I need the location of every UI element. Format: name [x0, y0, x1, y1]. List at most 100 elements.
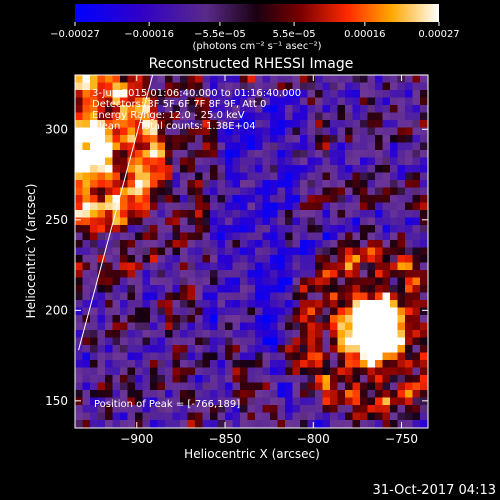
heatmap-cell: [187, 75, 196, 83]
heatmap-cell: [225, 345, 233, 353]
heatmap-cell: [345, 232, 353, 241]
heatmap-cell: [322, 112, 331, 121]
heatmap-cell: [405, 262, 413, 271]
heatmap-cell: [360, 300, 368, 308]
heatmap-cell: [247, 120, 256, 128]
heatmap-cell: [292, 315, 301, 323]
heatmap-cell: [412, 315, 421, 323]
heatmap-cell: [127, 180, 136, 188]
heatmap-cell: [82, 217, 91, 226]
heatmap-cell: [405, 172, 413, 181]
heatmap-cell: [390, 390, 398, 398]
heatmap-cell: [97, 352, 106, 361]
heatmap-cell: [75, 120, 83, 128]
heatmap-cell: [187, 195, 196, 203]
heatmap-cell: [135, 142, 143, 151]
heatmap-cell: [360, 330, 368, 338]
heatmap-cell: [412, 195, 421, 203]
heatmap-cell: [322, 352, 331, 361]
heatmap-cell: [360, 150, 368, 158]
heatmap-cell: [262, 157, 271, 166]
heatmap-cell: [75, 225, 83, 233]
heatmap-cell: [97, 300, 106, 308]
heatmap-cell: [157, 322, 166, 331]
heatmap-cell: [82, 420, 91, 428]
heatmap-cell: [397, 337, 406, 346]
heatmap-cell: [172, 90, 181, 98]
heatmap-cell: [270, 150, 278, 158]
heatmap-cell: [322, 330, 331, 338]
heatmap-cell: [382, 300, 391, 308]
heatmap-cell: [120, 390, 128, 398]
heatmap-cell: [247, 172, 256, 181]
heatmap-cell: [165, 240, 173, 248]
heatmap-cell: [345, 195, 353, 203]
heatmap-cell: [157, 315, 166, 323]
heatmap-cell: [187, 352, 196, 361]
heatmap-cell: [307, 135, 316, 143]
heatmap-cell: [240, 420, 248, 428]
heatmap-cell: [307, 337, 316, 346]
heatmap-cell: [142, 157, 151, 166]
heatmap-cell: [210, 375, 218, 383]
heatmap-cell: [210, 157, 218, 166]
heatmap-cell: [337, 97, 346, 106]
heatmap-cell: [315, 375, 323, 383]
heatmap-cell: [397, 217, 406, 226]
heatmap-cell: [277, 75, 286, 83]
heatmap-cell: [360, 202, 368, 211]
heatmap-cell: [367, 262, 376, 271]
heatmap-cell: [390, 375, 398, 383]
heatmap-cell: [292, 360, 301, 368]
heatmap-cell: [375, 420, 383, 428]
heatmap-cell: [330, 367, 338, 376]
heatmap-cell: [217, 255, 226, 263]
heatmap-cell: [142, 150, 151, 158]
heatmap-cell: [135, 225, 143, 233]
heatmap-cell: [217, 262, 226, 271]
heatmap-cell: [180, 195, 188, 203]
heatmap-cell: [82, 112, 91, 121]
heatmap-cell: [390, 105, 398, 113]
heatmap-cell: [382, 142, 391, 151]
heatmap-cell: [135, 390, 143, 398]
heatmap-cell: [420, 127, 428, 136]
heatmap-cell: [112, 352, 121, 361]
heatmap-cell: [285, 375, 293, 383]
heatmap-cell: [142, 367, 151, 376]
heatmap-cell: [420, 405, 428, 413]
heatmap-cell: [112, 337, 121, 346]
heatmap-cell: [135, 292, 143, 301]
heatmap-cell: [112, 405, 121, 413]
heatmap-cell: [195, 277, 203, 286]
heatmap-cell: [82, 390, 91, 398]
heatmap-cell: [82, 165, 91, 173]
heatmap-cell: [240, 390, 248, 398]
heatmap-cell: [262, 217, 271, 226]
heatmap-cell: [165, 375, 173, 383]
heatmap-cell: [225, 262, 233, 271]
heatmap-cell: [225, 390, 233, 398]
heatmap-cell: [307, 412, 316, 421]
heatmap-cell: [352, 352, 361, 361]
heatmap-cell: [360, 270, 368, 278]
heatmap-cell: [405, 360, 413, 368]
heatmap-cell: [157, 187, 166, 196]
heatmap-cell: [97, 412, 106, 421]
heatmap-cell: [300, 382, 308, 391]
heatmap-cell: [135, 105, 143, 113]
heatmap-cell: [367, 240, 376, 248]
heatmap-cell: [270, 135, 278, 143]
heatmap-cell: [307, 255, 316, 263]
heatmap-cell: [367, 187, 376, 196]
heatmap-cell: [232, 202, 241, 211]
heatmap-cell: [420, 240, 428, 248]
heatmap-cell: [135, 202, 143, 211]
heatmap-cell: [240, 292, 248, 301]
heatmap-cell: [285, 195, 293, 203]
heatmap-cell: [285, 82, 293, 91]
heatmap-cell: [75, 337, 83, 346]
heatmap-cell: [345, 412, 353, 421]
heatmap-cell: [120, 285, 128, 293]
heatmap-cell: [127, 322, 136, 331]
